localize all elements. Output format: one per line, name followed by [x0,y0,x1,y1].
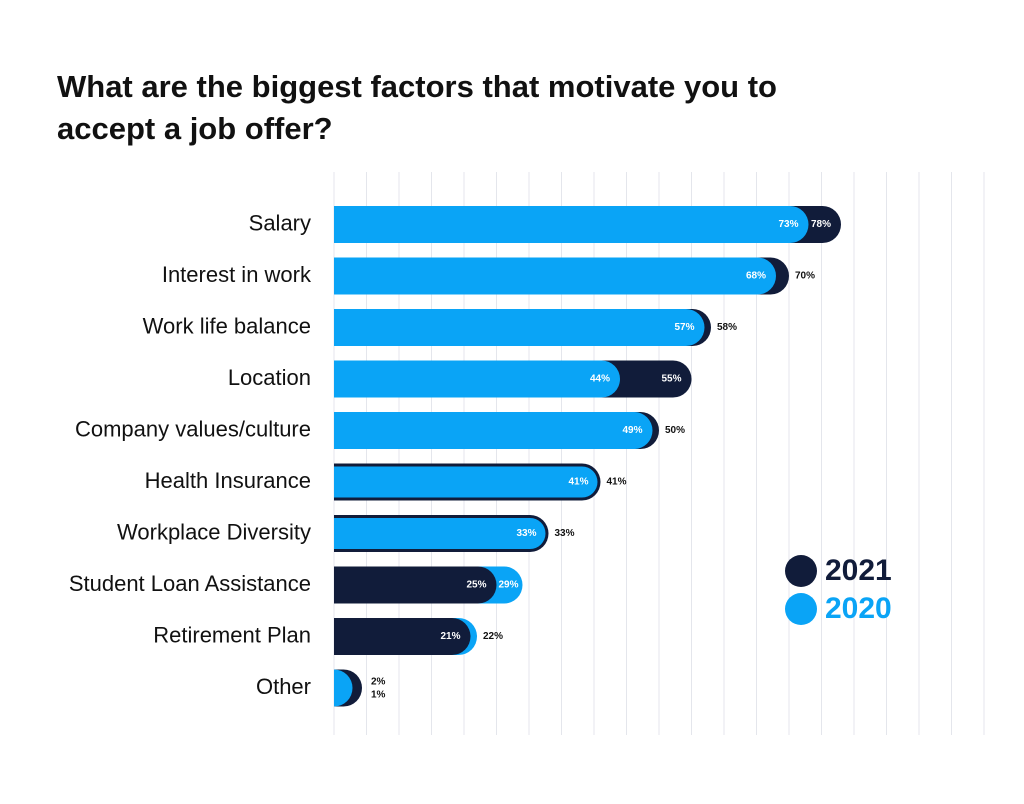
bar-2020 [334,412,653,450]
value-label-2020: 1% [371,690,386,701]
category-label: Workplace Diversity [117,519,311,544]
value-label-2020: 57% [674,322,694,333]
category-label: Company values/culture [75,416,311,441]
legend-label-2020: 2020 [825,592,892,625]
bar-group [334,515,549,552]
bar-2020 [334,206,809,243]
value-label-2021: 78% [811,219,831,230]
category-label: Interest in work [162,262,312,287]
bar-group [334,412,660,450]
value-label-2020: 49% [622,425,642,436]
legend-item-2020: 2020 [785,590,892,628]
category-label: Work life balance [143,313,311,338]
legend-swatch-2020 [785,593,817,625]
bar-group [334,309,711,346]
bar-group [334,463,601,501]
value-label-2021: 21% [440,631,460,642]
category-label: Retirement Plan [153,622,311,647]
category-label: Location [228,365,311,390]
bar-2020 [334,518,546,549]
bar-2020 [334,309,705,346]
legend-label-2021: 2021 [825,554,892,587]
value-label-2021: 25% [466,580,486,591]
category-label: Health Insurance [145,468,311,493]
bar-2021 [334,618,471,655]
bar-group [334,566,523,604]
bars [334,206,842,707]
chart-title: What are the biggest factors that motiva… [57,69,777,146]
bar-group [334,360,692,398]
value-label-2020: 44% [590,374,610,385]
value-label-2021: 50% [665,425,685,436]
bar-2020 [334,257,776,295]
value-label-2021: 58% [717,322,737,333]
category-label: Other [256,674,311,699]
category-label: Student Loan Assistance [69,571,311,596]
bar-2020 [334,669,353,707]
bar-2021 [334,566,497,604]
value-label-2020: 68% [746,271,766,282]
legend: 2021 2020 [785,552,892,628]
bar-2020 [334,466,598,498]
category-label: Salary [249,210,311,235]
value-label-2021: 2% [371,677,386,688]
bar-group [334,618,478,655]
bar-2020 [334,360,621,398]
value-label-2021: 33% [555,528,575,539]
value-label-2020: 33% [516,528,536,539]
value-label-2021: 70% [795,271,815,282]
value-label-2020: 22% [483,631,503,642]
category-labels: Salary 73% 78% Interest in work 68% 70% Work l… [69,210,831,700]
bar-group [334,257,790,295]
legend-swatch-2021 [785,555,817,587]
value-label-2020: 41% [568,477,588,488]
legend-item-2021: 2021 [785,552,892,590]
value-label-2020: 29% [498,580,518,591]
bar-group [334,206,842,243]
value-label-2021: 55% [661,374,681,385]
value-label-2020: 73% [778,219,798,230]
value-label-2021: 41% [607,477,627,488]
bar-group [334,669,362,707]
